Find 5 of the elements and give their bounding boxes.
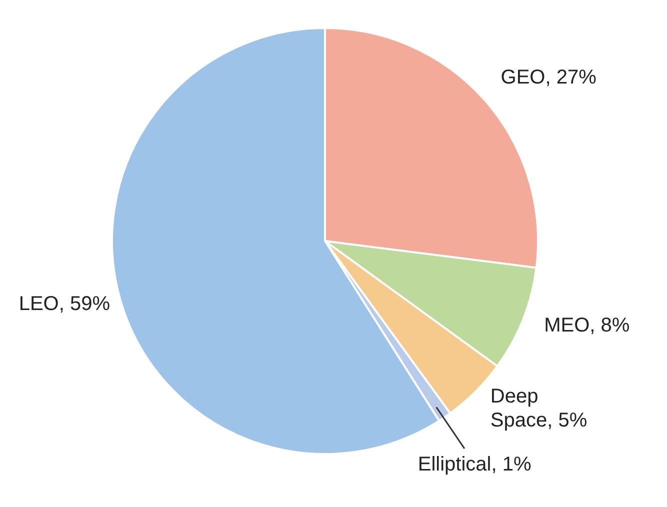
slice-label: Elliptical, 1% bbox=[418, 453, 532, 476]
slice-label: GEO, 27% bbox=[500, 66, 597, 89]
slice-label: MEO, 8% bbox=[544, 314, 630, 337]
slice-label: Deep Space, 5% bbox=[490, 385, 588, 432]
slice-label: LEO, 59% bbox=[18, 293, 110, 316]
